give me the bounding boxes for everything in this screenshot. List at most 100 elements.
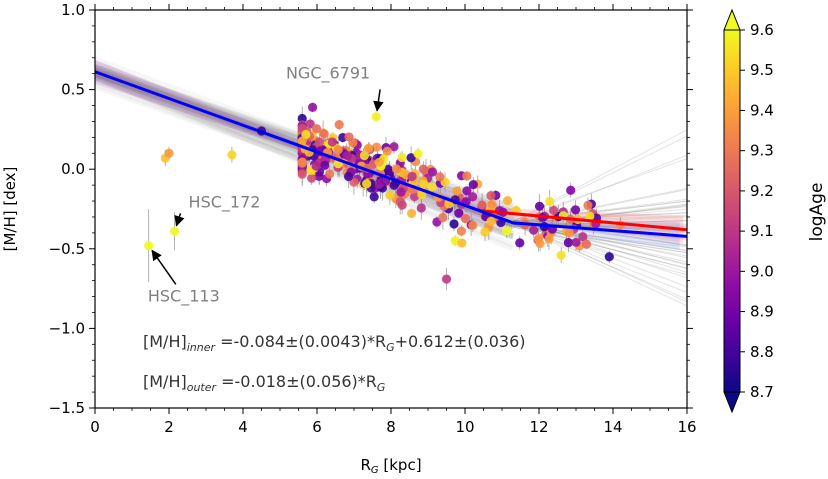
data-point <box>468 220 478 230</box>
annotation-label: HSC_172 <box>189 192 261 212</box>
fit-lines <box>95 70 687 238</box>
colorbar-tick-label: 9.0 <box>750 262 774 280</box>
data-point <box>477 200 487 210</box>
data-point <box>333 145 343 155</box>
data-point <box>460 214 471 224</box>
data-point <box>452 186 462 196</box>
data-point <box>454 208 464 218</box>
colorbar-body <box>723 8 741 414</box>
y-tick-label: 0.0 <box>61 160 85 178</box>
x-tick-label: 6 <box>312 418 322 436</box>
data-point <box>359 151 369 161</box>
data-point <box>344 132 354 142</box>
data-point <box>374 157 384 167</box>
data-point <box>311 161 321 171</box>
colorbar-tick-label: 9.1 <box>750 222 774 240</box>
data-point <box>480 227 490 237</box>
data-point <box>305 119 315 129</box>
equation-inner-rhs: =-0.084±(0.0043)*R <box>215 332 386 351</box>
data-point <box>583 200 593 210</box>
data-point <box>564 227 574 238</box>
x-axis-label: RG [kpc] <box>360 456 421 476</box>
data-point <box>389 180 399 190</box>
equation-inner-sub: inner <box>187 341 217 354</box>
equation-outer-lhs: [M/H] <box>143 372 187 391</box>
equation-outer-sub2: G <box>377 381 386 394</box>
y-axis: −1.5 −1.0 −0.5 0.0 0.5 1.0 <box>49 1 693 417</box>
data-point <box>325 169 335 179</box>
data-point <box>486 216 496 226</box>
data-point <box>297 158 307 168</box>
data-point <box>164 148 174 158</box>
data-point <box>427 167 438 177</box>
x-tick-label: 2 <box>164 418 174 436</box>
y-tick-label: −1.0 <box>49 319 85 337</box>
data-point <box>371 112 381 122</box>
data-point <box>334 120 344 130</box>
data-point <box>297 136 307 146</box>
data-point <box>462 186 472 196</box>
data-point <box>362 179 372 189</box>
data-point <box>462 171 472 181</box>
data-point <box>343 171 354 182</box>
outer-fit-sample <box>512 158 687 222</box>
outer-fit-sample <box>513 203 687 227</box>
data-point <box>468 192 478 202</box>
y-tick-label: −1.5 <box>49 399 85 417</box>
data-point <box>556 250 566 260</box>
y-tick-label: 1.0 <box>61 1 85 19</box>
data-point <box>578 232 588 242</box>
data-point <box>297 113 307 124</box>
colorbar-label: logAge <box>807 183 827 242</box>
data-point <box>515 238 525 248</box>
x-tick-label: 12 <box>529 418 548 436</box>
x-tick-label: 10 <box>455 418 474 436</box>
data-point <box>438 212 448 223</box>
red-outer-fit-line <box>479 209 687 232</box>
equation-inner: [M/H]inner =-0.084±(0.0043)*RG+0.612±(0.… <box>143 332 526 354</box>
x-axis-label-sub: G <box>371 465 379 476</box>
annotation-arrow <box>151 249 177 285</box>
outer-fit-sample <box>513 217 687 247</box>
x-tick-label: 8 <box>386 418 396 436</box>
data-point <box>369 192 379 202</box>
data-point <box>397 200 407 210</box>
data-point <box>419 179 429 189</box>
data-point <box>566 185 576 195</box>
data-point <box>468 180 478 190</box>
data-point <box>449 219 459 229</box>
data-point <box>427 182 437 192</box>
data-point <box>397 152 407 163</box>
colorbar-ticks: 8.7 8.8 8.9 9.0 9.1 9.2 9.3 9.4 9.5 9.6 <box>740 21 774 401</box>
annotations: NGC_6791 HSC_172 HSC_113 <box>148 63 384 306</box>
blue-gradient-fit-line <box>95 70 687 238</box>
data-point <box>391 164 402 174</box>
data-point <box>534 234 544 244</box>
colorbar-tick-label: 9.6 <box>750 21 774 39</box>
data-point <box>407 171 417 182</box>
colorbar-tick-label: 8.7 <box>750 383 774 401</box>
data-point <box>396 187 406 197</box>
data-point <box>227 150 237 160</box>
equation-inner-rhs2: +0.612±(0.036) <box>395 332 526 351</box>
data-point <box>382 146 392 156</box>
data-point <box>319 129 329 139</box>
x-axis: 0 2 4 6 8 10 12 14 16 <box>90 4 697 436</box>
colorbar-gradient <box>724 30 740 392</box>
colorbar-frame <box>723 29 741 393</box>
equation-outer-rhs: =-0.018±(0.056)*R <box>216 372 377 391</box>
data-point <box>409 191 420 202</box>
data-point <box>435 172 445 182</box>
data-point <box>570 205 581 215</box>
colorbar-tick-label: 9.4 <box>750 101 774 119</box>
data-point <box>307 173 317 183</box>
equations: [M/H] inner =-0.084±(0.0043)*R G +0.612±(0.… <box>143 332 526 394</box>
x-tick-label: 14 <box>603 418 622 436</box>
data-point <box>307 102 318 112</box>
colorbar: 8.7 8.8 8.9 9.0 9.1 9.2 9.3 9.4 9.5 9.6 logAge <box>723 8 827 414</box>
data-point <box>545 196 555 206</box>
colorbar-tick-label: 8.8 <box>750 343 774 361</box>
data-point <box>389 142 399 152</box>
